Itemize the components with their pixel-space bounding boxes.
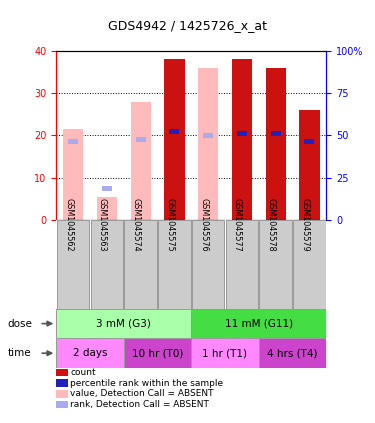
Text: value, Detection Call = ABSENT: value, Detection Call = ABSENT: [70, 389, 214, 398]
Text: GSM1045577: GSM1045577: [233, 198, 242, 251]
Text: 4 hrs (T4): 4 hrs (T4): [267, 348, 318, 358]
Text: 2 days: 2 days: [73, 348, 107, 358]
Bar: [158, 220, 190, 309]
Bar: [191, 309, 326, 338]
Bar: [232, 59, 252, 220]
Bar: [259, 338, 326, 368]
Text: 10 hr (T0): 10 hr (T0): [132, 348, 183, 358]
Bar: [192, 220, 224, 309]
Bar: [170, 129, 179, 134]
Text: count: count: [70, 368, 96, 377]
Bar: [57, 220, 89, 309]
Bar: [191, 338, 259, 368]
Text: time: time: [8, 348, 31, 358]
Text: percentile rank within the sample: percentile rank within the sample: [70, 379, 224, 388]
Bar: [226, 220, 258, 309]
Text: dose: dose: [8, 319, 32, 329]
Text: rank, Detection Call = ABSENT: rank, Detection Call = ABSENT: [70, 400, 209, 409]
Bar: [102, 186, 112, 191]
Text: GSM1045576: GSM1045576: [199, 198, 208, 251]
Bar: [164, 59, 184, 220]
Text: 1 hr (T1): 1 hr (T1): [202, 348, 248, 358]
Bar: [56, 338, 124, 368]
Text: GSM1045562: GSM1045562: [64, 198, 73, 251]
Bar: [56, 309, 191, 338]
Bar: [97, 197, 117, 220]
Text: 3 mM (G3): 3 mM (G3): [96, 319, 151, 329]
Bar: [203, 133, 213, 138]
Bar: [136, 137, 146, 142]
Text: GSM1045578: GSM1045578: [267, 198, 276, 251]
Bar: [304, 139, 314, 144]
Text: GDS4942 / 1425726_x_at: GDS4942 / 1425726_x_at: [108, 19, 267, 32]
Bar: [124, 338, 191, 368]
Bar: [91, 220, 123, 309]
Bar: [63, 129, 83, 220]
Bar: [271, 131, 280, 136]
Bar: [299, 110, 320, 220]
Bar: [68, 139, 78, 144]
Text: GSM1045575: GSM1045575: [165, 198, 174, 251]
Bar: [237, 131, 247, 136]
Text: 11 mM (G11): 11 mM (G11): [225, 319, 293, 329]
Text: GSM1045574: GSM1045574: [132, 198, 141, 251]
Text: GSM1045579: GSM1045579: [300, 198, 309, 251]
Bar: [293, 220, 326, 309]
Bar: [124, 220, 157, 309]
Bar: [130, 102, 151, 220]
Bar: [198, 68, 218, 220]
Bar: [260, 220, 292, 309]
Text: GSM1045563: GSM1045563: [98, 198, 107, 251]
Bar: [266, 68, 286, 220]
